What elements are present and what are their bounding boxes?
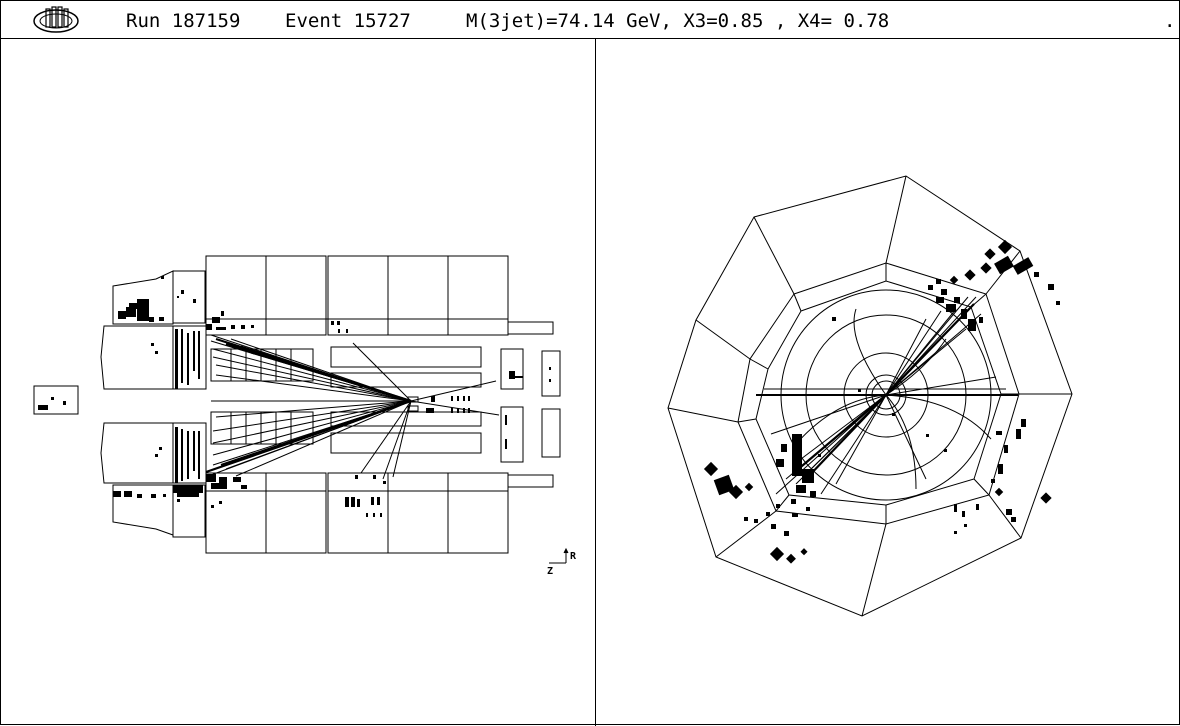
lumi-monitor xyxy=(33,385,79,415)
lower-endcap xyxy=(100,422,207,538)
side-view-rz: Z R xyxy=(33,255,577,577)
end-jet-tracks xyxy=(795,303,975,480)
axis-z-label: Z xyxy=(547,566,553,577)
rz-axis-indicator xyxy=(549,547,569,564)
run-number: Run 187159 xyxy=(126,10,241,32)
event-header-bar: Run 187159 Event 15727 M(3jet)=74.14 GeV… xyxy=(1,1,1180,39)
lower-hcal-blocks xyxy=(205,472,554,554)
side-tracks xyxy=(210,334,500,480)
ecal-ring xyxy=(737,262,1020,525)
header-end-mark: . xyxy=(1164,10,1176,32)
inner-ring-spokes xyxy=(737,263,1019,524)
outer-hcal-ring xyxy=(667,175,1073,617)
end-view-rphi xyxy=(667,175,1073,617)
event-kinematics: M(3jet)=74.14 GeV, X3=0.85 , X4= 0.78 xyxy=(466,10,890,32)
side-jet-tracks xyxy=(205,337,412,474)
axis-r-label: R xyxy=(570,551,577,562)
experiment-logo-icon xyxy=(33,6,79,33)
side-energy-deposits xyxy=(38,276,551,517)
event-number: Event 15727 xyxy=(285,10,411,32)
view-divider xyxy=(595,39,596,726)
upper-endcap xyxy=(100,270,207,390)
end-energy-deposits xyxy=(703,239,1060,564)
upper-hcal-blocks xyxy=(205,255,554,336)
